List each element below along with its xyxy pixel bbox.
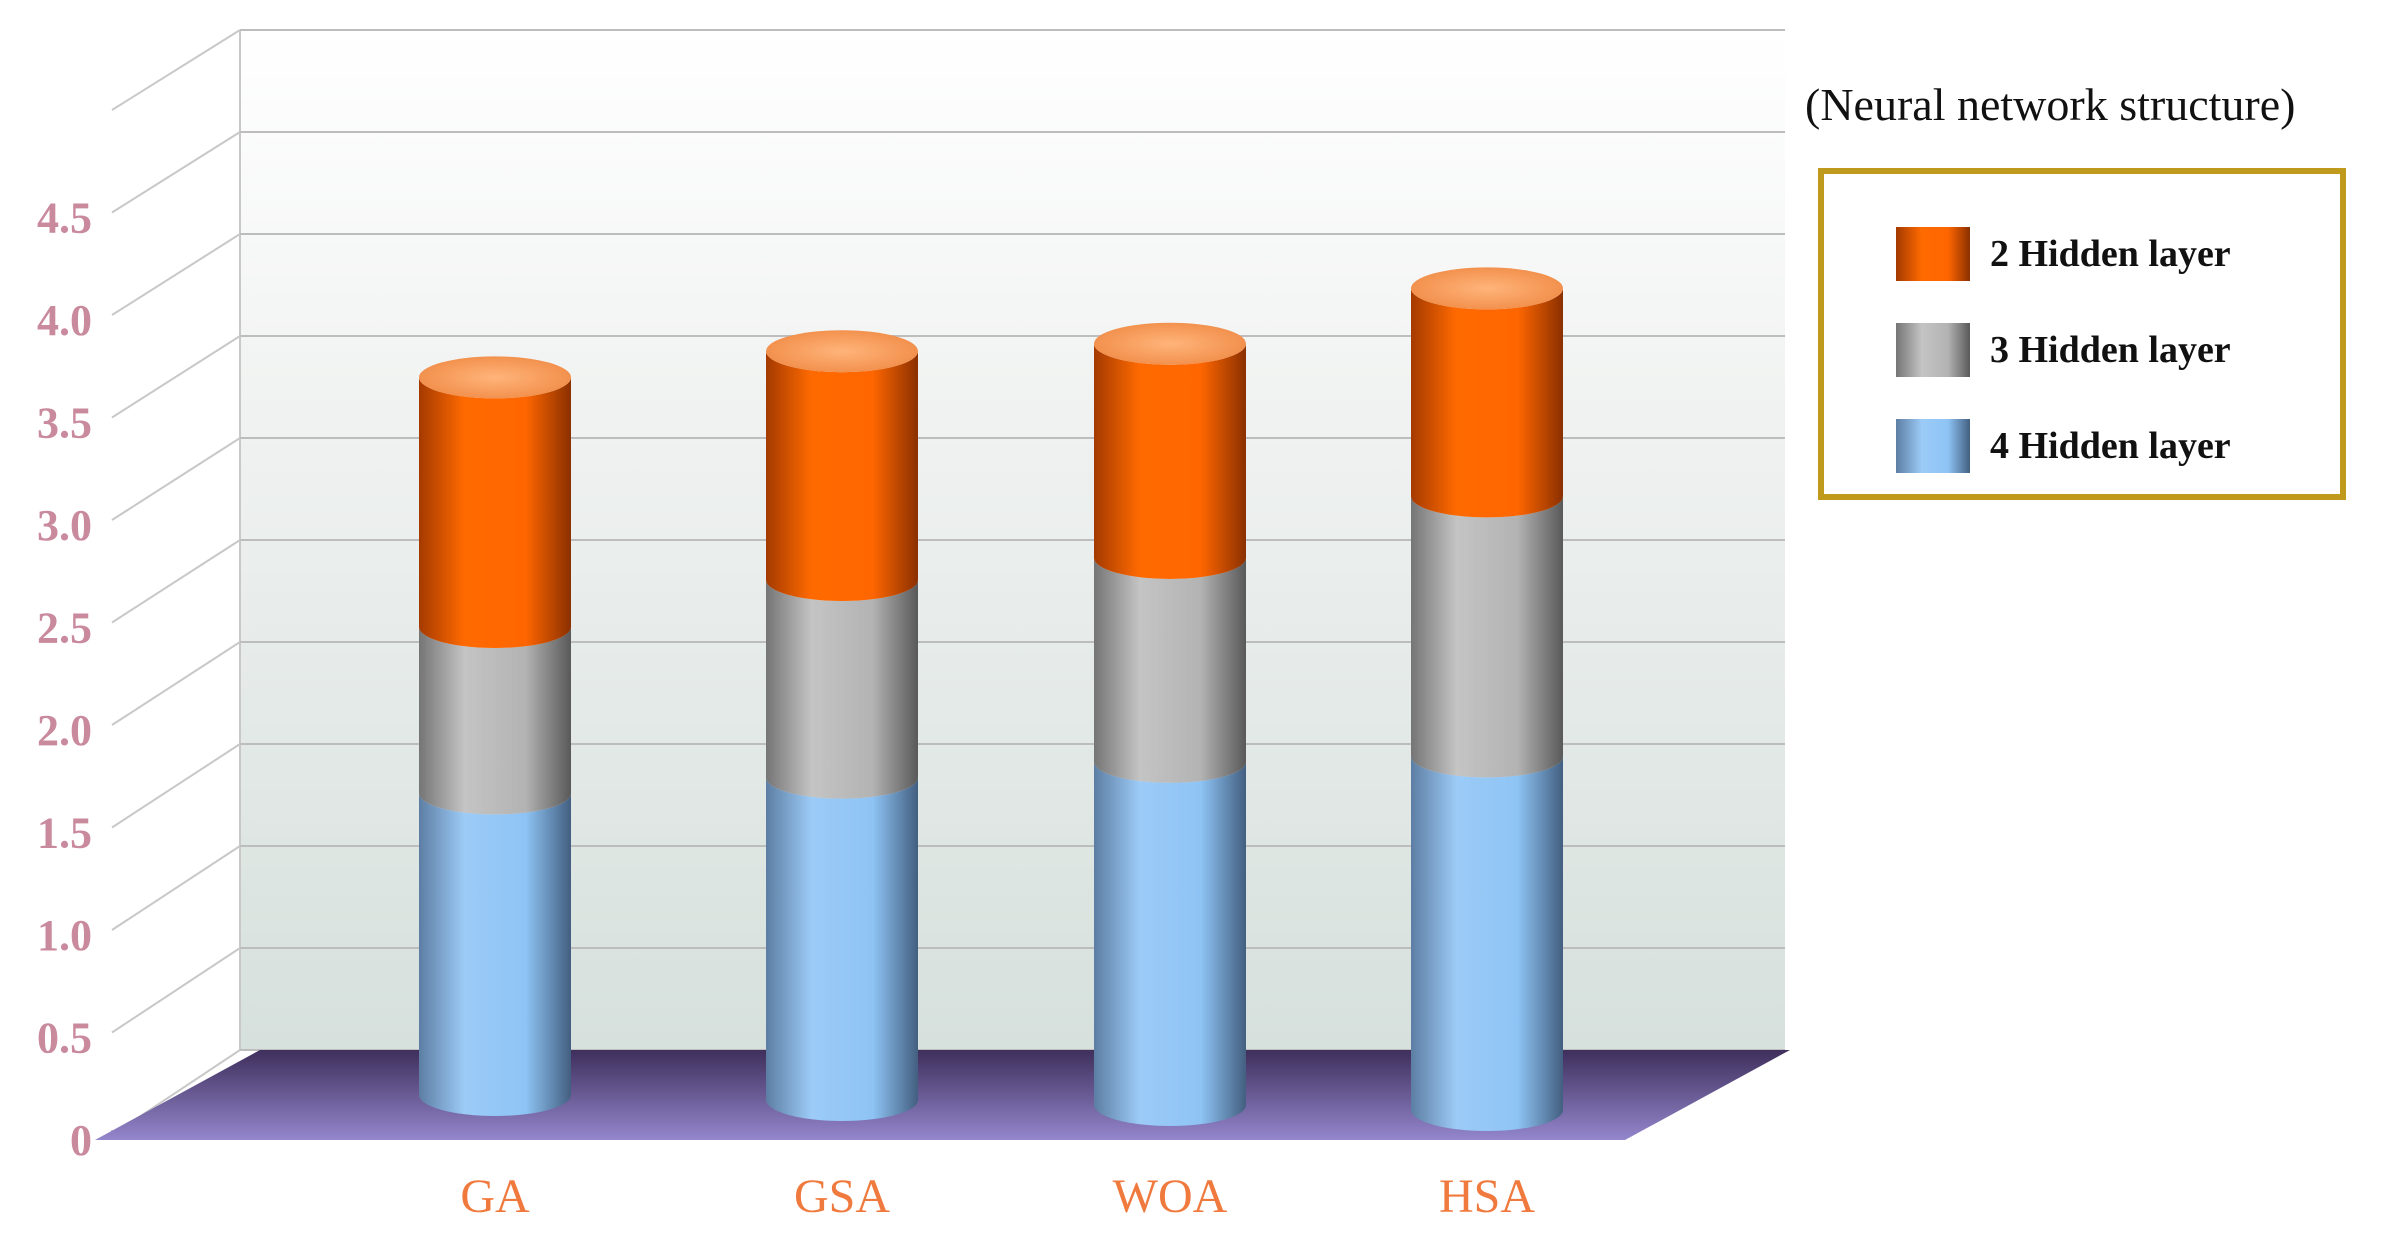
legend-swatch-gray (1896, 323, 1970, 377)
y-tick-label: 0.5 (37, 1014, 92, 1063)
y-tick-label: 2.5 (37, 604, 92, 653)
bar-cap-hsa (1411, 267, 1563, 310)
gridline-side (111, 743, 241, 829)
y-tick-label: 3.5 (37, 399, 92, 448)
y-tick-label: 1.0 (37, 911, 92, 960)
bar-segment-hsa-3 (1411, 288, 1563, 518)
x-category-label: GA (460, 1170, 530, 1223)
y-tick-label: 0 (70, 1116, 92, 1165)
bar-segment-ga-2 (419, 627, 571, 815)
legend-item-2-hidden-layer: 2 Hidden layer (1896, 226, 2231, 282)
x-category-label: GSA (794, 1170, 890, 1223)
x-axis-categories: GA GSA WOA HSA (460, 1170, 1535, 1223)
bar-segment-woa-2 (1094, 557, 1246, 783)
legend-item-4-hidden-layer: 4 Hidden layer (1896, 418, 2231, 474)
gridline-side (111, 29, 241, 111)
y-tick-label: 4.0 (37, 296, 92, 345)
y-tick-label: 2.0 (37, 706, 92, 755)
bar-segment-woa-3 (1094, 343, 1246, 579)
y-tick-label: 3.0 (37, 501, 92, 550)
legend-title: (Neural network structure) (1805, 79, 2296, 130)
bar-segment-hsa-2 (1411, 496, 1563, 778)
bar-segment-ga-1 (419, 793, 571, 1116)
gridline-side (111, 947, 241, 1034)
gridline-side (111, 539, 241, 624)
legend-swatch-blue (1896, 419, 1970, 473)
y-axis-ticks: 0 0.5 1.0 1.5 2.0 2.5 3.0 3.5 4.0 4.5 (37, 194, 92, 1166)
gridline-side (111, 131, 241, 214)
gridline-side (111, 233, 241, 316)
x-category-label: WOA (1113, 1170, 1228, 1223)
bar-segment-woa-1 (1094, 761, 1246, 1126)
bar-segment-gsa-1 (766, 777, 918, 1121)
bar-segment-gsa-3 (766, 351, 918, 601)
legend-item-3-hidden-layer: 3 Hidden layer (1896, 322, 2231, 378)
gridline-side (111, 335, 241, 419)
gridline-side (111, 845, 241, 931)
legend-label: 3 Hidden layer (1990, 329, 2231, 371)
y-tick-label: 1.5 (37, 809, 92, 858)
bar-cap-woa (1094, 322, 1246, 365)
legend-label: 4 Hidden layer (1990, 425, 2231, 467)
y-tick-label: 4.5 (37, 194, 92, 243)
bar-segment-ga-3 (419, 377, 571, 648)
legend-label: 2 Hidden layer (1990, 233, 2231, 275)
legend: 2 Hidden layer 3 Hidden layer 4 Hidden l… (1818, 168, 2346, 500)
bar-cap-gsa (766, 330, 918, 373)
bar-cap-ga (419, 356, 571, 399)
x-category-label: HSA (1439, 1170, 1535, 1223)
legend-swatch-orange (1896, 227, 1970, 281)
gridline-side (111, 437, 241, 521)
bar-segment-gsa-2 (766, 580, 918, 799)
gridline-side (111, 641, 241, 726)
bar-segment-hsa-1 (1411, 756, 1563, 1131)
bars (419, 267, 1563, 1131)
